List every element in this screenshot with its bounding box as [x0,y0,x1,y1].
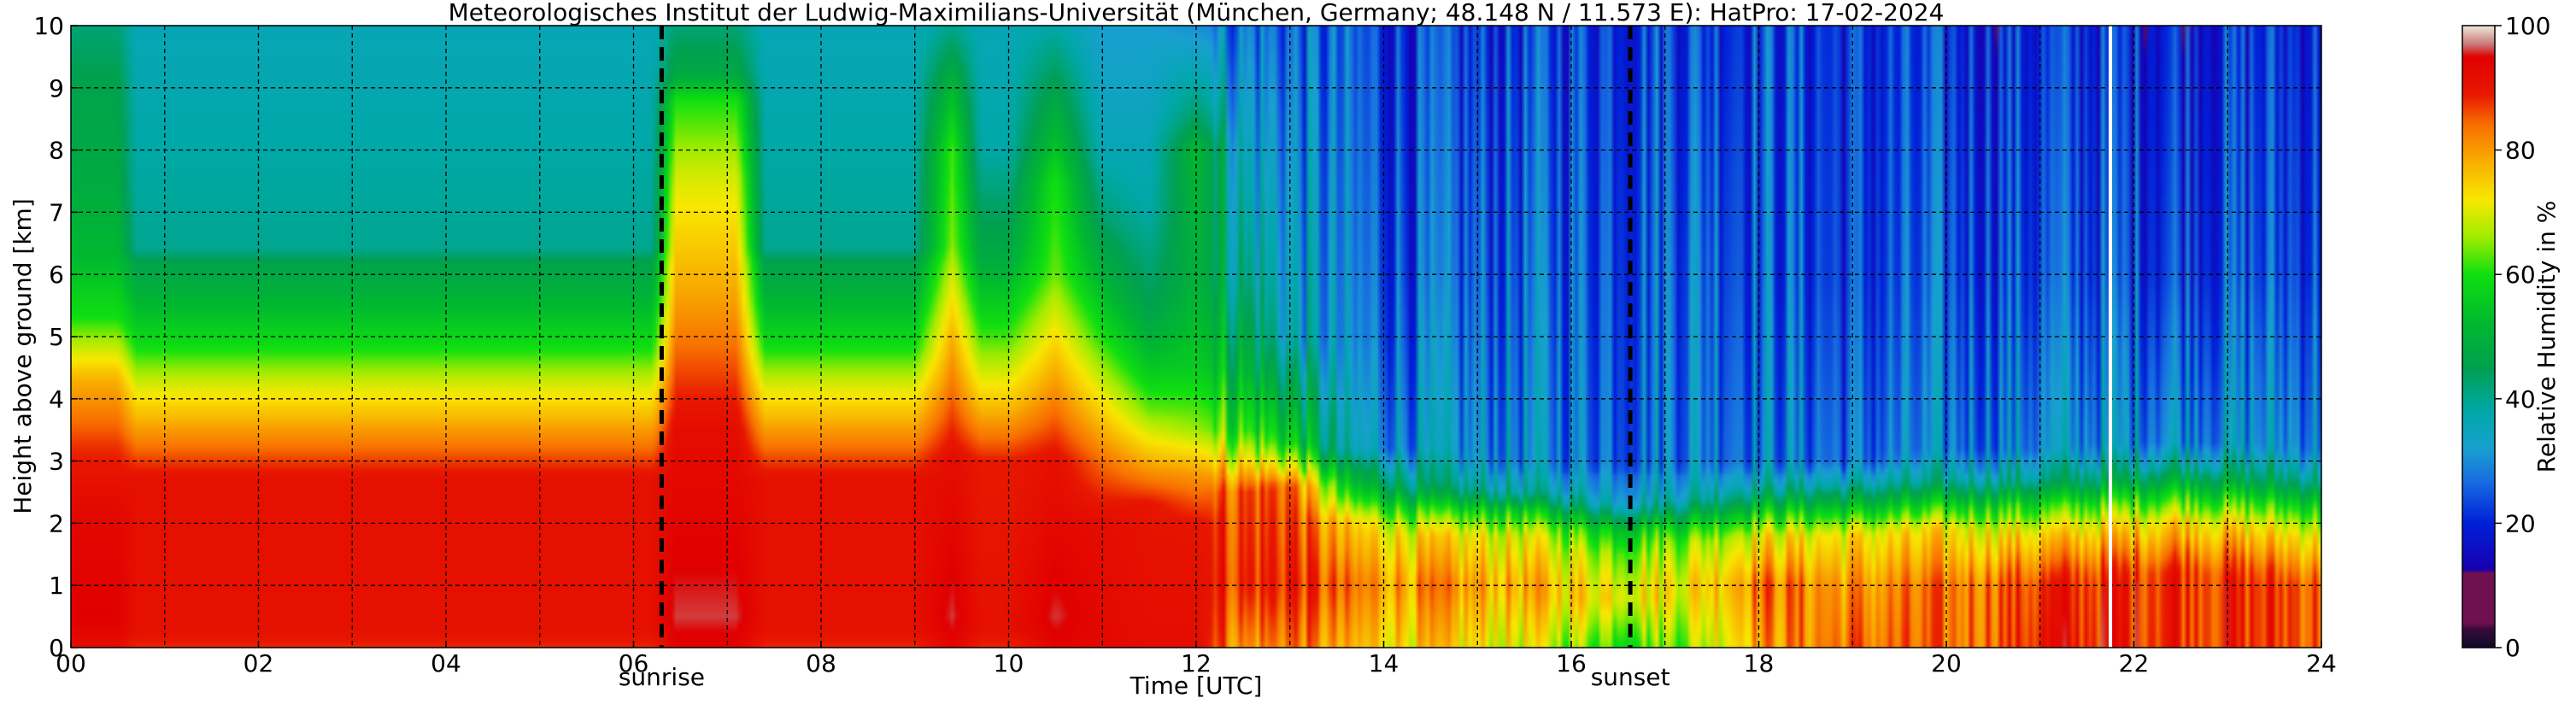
x-tick-label: 02 [244,649,274,678]
y-tick-label: 7 [49,198,64,226]
x-tick-label: 08 [806,649,836,678]
y-tick-label: 8 [49,137,64,165]
grid [71,26,2321,648]
x-tick-label: 00 [56,649,86,678]
x-axis: 00 02 04 06 08 10 12 14 16 18 20 22 24 [56,641,2337,678]
x-tick-label: 06 [619,649,649,678]
x-tick-label: 24 [2306,649,2337,678]
y-tick-label: 4 [49,385,64,414]
x-axis-label: Time [UTC] [1130,672,1263,700]
x-tick-label: 04 [431,649,461,678]
y-tick-label: 1 [49,572,64,600]
x-tick-label: 14 [1369,649,1399,678]
colorbar-frame [2462,25,2496,648]
y-axis-label: Height above ground [km] [9,198,37,514]
x-tick-label: 16 [1556,649,1587,678]
chart-title: Meteorologisches Institut der Ludwig-Max… [449,0,1945,26]
annotation-label-sunrise: sunrise [619,663,705,691]
y-tick-label: 3 [49,448,64,476]
colorbar-tick-label: 0 [2505,634,2520,662]
colorbar: 0 20 40 60 80 100 Relative Humidity in % [2462,12,2561,662]
x-tick-label: 12 [1181,649,1212,678]
colorbar-gradient [2462,26,2495,648]
colorbar-ticks: 0 20 40 60 80 100 [2495,12,2550,662]
colorbar-tick-label: 100 [2505,12,2550,40]
colorbar-tick-label: 40 [2505,385,2536,414]
colorbar-tick-label: 20 [2505,509,2536,537]
colorbar-label: Relative Humidity in % [2532,201,2561,473]
colorbar-tick-label: 80 [2505,137,2536,165]
y-tick-label: 9 [49,74,64,103]
y-tick-label: 2 [49,509,64,537]
x-tick-label: 22 [2119,649,2150,678]
annotation-label-sunset: sunset [1591,663,1670,691]
colorbar-tick-label: 60 [2505,261,2536,289]
x-tick-label: 20 [1931,649,1962,678]
x-tick-label: 10 [994,649,1024,678]
y-axis: 0 1 2 3 4 5 6 7 8 9 10 [33,12,78,662]
y-tick-label: 5 [49,323,64,351]
y-tick-label: 6 [49,261,64,289]
x-tick-label: 18 [1744,649,1775,678]
y-tick-label: 0 [49,634,64,662]
y-tick-label: 10 [33,12,64,40]
annotations: sunrise sunset [619,26,2113,691]
